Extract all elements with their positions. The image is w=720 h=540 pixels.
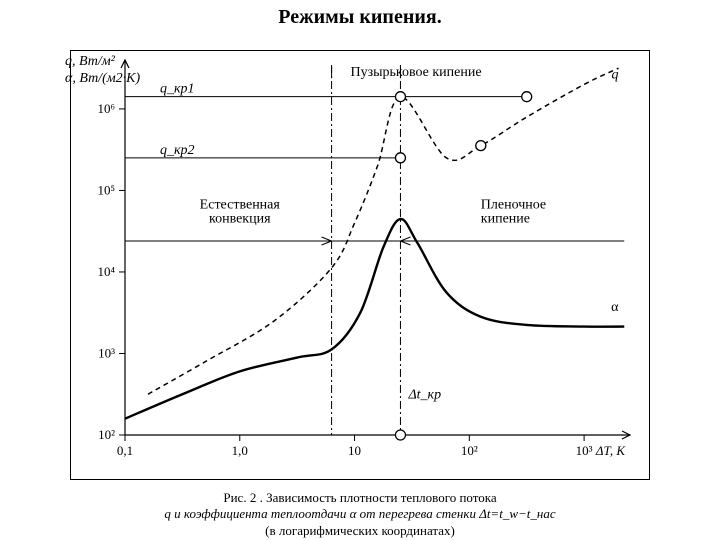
marker-q xyxy=(476,141,486,151)
alpha-curve-label: α xyxy=(611,300,619,315)
x-tick-label: 0,1 xyxy=(117,443,133,458)
x-tick-label: 1,0 xyxy=(232,443,248,458)
page-title: Режимы кипения. xyxy=(0,6,720,29)
q_cr2-label: q_кр2 xyxy=(160,143,195,158)
y-tick-label: 10⁵ xyxy=(97,182,115,197)
y-tick-label: 10⁴ xyxy=(97,264,115,279)
y-tick-label: 10² xyxy=(98,427,115,442)
nucleate-label: Пузырьковое кипение xyxy=(350,65,481,80)
series-alpha xyxy=(125,219,624,419)
q_cr1-label: q_кр1 xyxy=(160,82,195,97)
caption-line-1: Рис. 2 . Зависимость плотности теплового… xyxy=(0,490,720,506)
natural_conv-label: Естественная xyxy=(200,197,281,212)
x-tick-label: 10 xyxy=(348,443,361,458)
film-label: кипение xyxy=(481,211,530,226)
marker-q xyxy=(395,153,405,163)
series-q xyxy=(148,68,619,394)
caption-line-2: q и коэффициента теплоотдачи α от перегр… xyxy=(0,506,720,522)
q-curve-label: q xyxy=(612,67,619,82)
marker-q xyxy=(395,92,405,102)
y-tick-label: 10³ xyxy=(98,345,115,360)
delta-cr-marker xyxy=(395,430,405,440)
figure-frame xyxy=(71,51,650,480)
film-label: Пленочное xyxy=(481,197,546,212)
delta-cr-label: Δt_кр xyxy=(407,387,441,402)
caption-line-3: (в логарифмических координатах) xyxy=(0,523,720,539)
x-axis-label: ΔT, K xyxy=(595,443,626,458)
figure-caption: Рис. 2 . Зависимость плотности теплового… xyxy=(0,490,720,539)
x-tick-label: 10³ xyxy=(576,443,593,458)
x-tick-label: 10² xyxy=(461,443,478,458)
y-tick-label: 10⁶ xyxy=(97,101,115,116)
marker-q xyxy=(522,92,532,102)
natural_conv-label: конвекция xyxy=(209,211,271,226)
boiling-curve-chart: 0,11,01010²10³ΔT, K10²10³10⁴10⁵10⁶q_кр1q… xyxy=(70,50,650,480)
